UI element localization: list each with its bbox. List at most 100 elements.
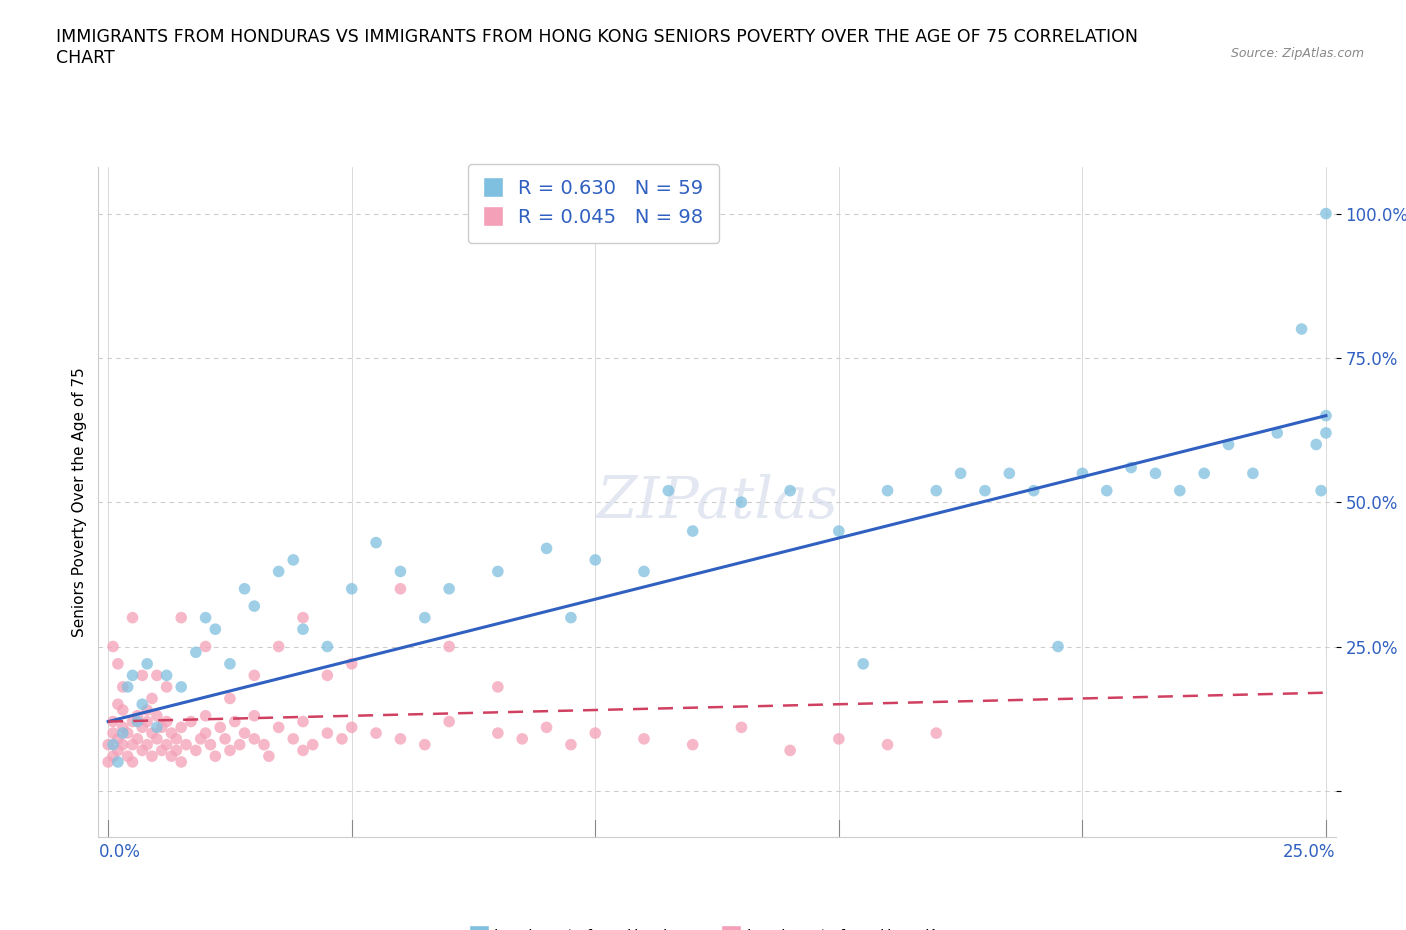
Point: [107, 754, 129, 769]
Point: [633, 564, 655, 578]
Point: [127, 731, 149, 746]
Point: [228, 737, 250, 752]
Point: [219, 691, 242, 706]
Point: [165, 731, 187, 746]
Point: [219, 743, 242, 758]
Point: [852, 657, 875, 671]
Point: [633, 731, 655, 746]
Point: [292, 743, 315, 758]
Point: [316, 725, 339, 740]
Point: [127, 709, 149, 724]
Point: [437, 714, 460, 729]
Point: [583, 552, 606, 567]
Point: [156, 668, 179, 683]
Point: [170, 720, 193, 735]
Point: [101, 737, 124, 752]
Point: [330, 731, 353, 746]
Point: [1241, 466, 1264, 481]
Point: [111, 720, 134, 735]
Point: [146, 668, 169, 683]
Point: [1022, 484, 1045, 498]
Point: [204, 622, 226, 637]
Point: [150, 720, 173, 735]
Point: [111, 725, 134, 740]
Point: [1192, 466, 1215, 481]
Point: [779, 743, 801, 758]
Point: [117, 680, 139, 695]
Point: [340, 581, 363, 596]
Point: [243, 709, 266, 724]
Point: [583, 725, 606, 740]
Point: [233, 725, 256, 740]
Point: [437, 639, 460, 654]
Point: [974, 484, 997, 498]
Point: [828, 524, 851, 538]
Point: [121, 737, 143, 752]
Point: [194, 725, 217, 740]
Y-axis label: Seniors Poverty Over the Age of 75: Seniors Poverty Over the Age of 75: [72, 367, 87, 637]
Point: [389, 581, 412, 596]
Point: [413, 737, 436, 752]
Point: [267, 564, 290, 578]
Point: [389, 564, 412, 578]
Point: [682, 524, 704, 538]
Point: [111, 737, 134, 752]
Point: [316, 668, 339, 683]
Point: [156, 737, 179, 752]
Point: [682, 737, 704, 752]
Point: [131, 743, 153, 758]
Point: [131, 720, 153, 735]
Point: [174, 737, 197, 752]
Point: [1310, 484, 1333, 498]
Point: [136, 737, 159, 752]
Point: [204, 749, 226, 764]
Point: [1047, 639, 1070, 654]
Point: [779, 484, 801, 498]
Point: [233, 581, 256, 596]
Point: [170, 680, 193, 695]
Point: [111, 680, 134, 695]
Point: [292, 622, 315, 637]
Point: [107, 697, 129, 711]
Point: [127, 714, 149, 729]
Point: [876, 484, 898, 498]
Point: [150, 743, 173, 758]
Point: [160, 725, 183, 740]
Point: [1265, 426, 1288, 441]
Point: [730, 720, 752, 735]
Point: [437, 581, 460, 596]
Point: [224, 714, 246, 729]
Point: [340, 657, 363, 671]
Point: [292, 610, 315, 625]
Point: [101, 725, 124, 740]
Point: [107, 743, 129, 758]
Point: [170, 754, 193, 769]
Legend: Immigrants from Honduras, Immigrants from Hong Kong: Immigrants from Honduras, Immigrants fro…: [465, 923, 969, 930]
Point: [194, 610, 217, 625]
Text: IMMIGRANTS FROM HONDURAS VS IMMIGRANTS FROM HONG KONG SENIORS POVERTY OVER THE A: IMMIGRANTS FROM HONDURAS VS IMMIGRANTS F…: [56, 28, 1139, 67]
Text: 0.0%: 0.0%: [98, 844, 141, 861]
Text: 25.0%: 25.0%: [1284, 844, 1336, 861]
Point: [510, 731, 533, 746]
Point: [170, 610, 193, 625]
Point: [486, 725, 509, 740]
Point: [925, 725, 948, 740]
Point: [141, 691, 163, 706]
Point: [136, 657, 159, 671]
Point: [925, 484, 948, 498]
Point: [1315, 426, 1337, 441]
Point: [165, 743, 187, 758]
Point: [184, 644, 207, 659]
Point: [146, 709, 169, 724]
Point: [107, 731, 129, 746]
Point: [536, 541, 558, 556]
Point: [184, 743, 207, 758]
Point: [146, 720, 169, 735]
Point: [340, 720, 363, 735]
Point: [101, 749, 124, 764]
Point: [146, 731, 169, 746]
Point: [292, 714, 315, 729]
Point: [389, 731, 412, 746]
Point: [1305, 437, 1327, 452]
Point: [111, 702, 134, 717]
